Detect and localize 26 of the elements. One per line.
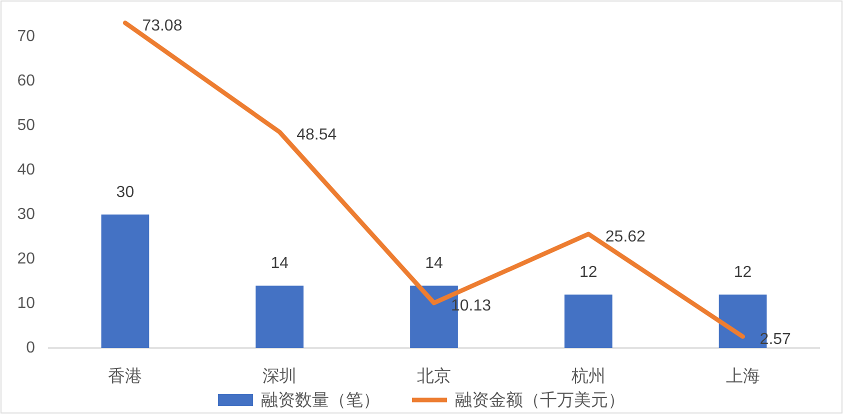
data-label: 12 bbox=[580, 264, 598, 282]
y-tick-label: 40 bbox=[17, 162, 36, 179]
x-tick-label: 香港 bbox=[108, 366, 142, 386]
x-tick-label: 上海 bbox=[726, 366, 760, 386]
bar bbox=[564, 294, 612, 348]
x-tick-label: 北京 bbox=[417, 366, 451, 386]
legend-label: 融资金额（千万美元） bbox=[455, 390, 625, 410]
y-tick-label: 50 bbox=[17, 117, 36, 134]
data-label: 14 bbox=[425, 255, 443, 272]
x-tick-label: 深圳 bbox=[262, 366, 297, 386]
data-label: 14 bbox=[270, 255, 289, 272]
y-tick-label: 0 bbox=[26, 340, 36, 356]
y-tick-label: 70 bbox=[17, 28, 36, 46]
y-tick-label: 60 bbox=[17, 72, 36, 90]
data-label: 48.54 bbox=[296, 126, 337, 144]
bar bbox=[101, 214, 150, 348]
data-label: 73.08 bbox=[142, 17, 182, 34]
y-tick-label: 30 bbox=[17, 206, 36, 224]
data-label: 25.62 bbox=[605, 228, 646, 246]
bar bbox=[256, 286, 304, 348]
y-tick-label: 20 bbox=[17, 250, 36, 268]
x-tick-label: 杭州 bbox=[570, 366, 606, 386]
data-label: 30 bbox=[116, 184, 134, 202]
legend-label: 融资数量（笔） bbox=[261, 390, 380, 410]
data-label: 12 bbox=[734, 264, 752, 282]
y-tick-label: 10 bbox=[17, 295, 36, 312]
